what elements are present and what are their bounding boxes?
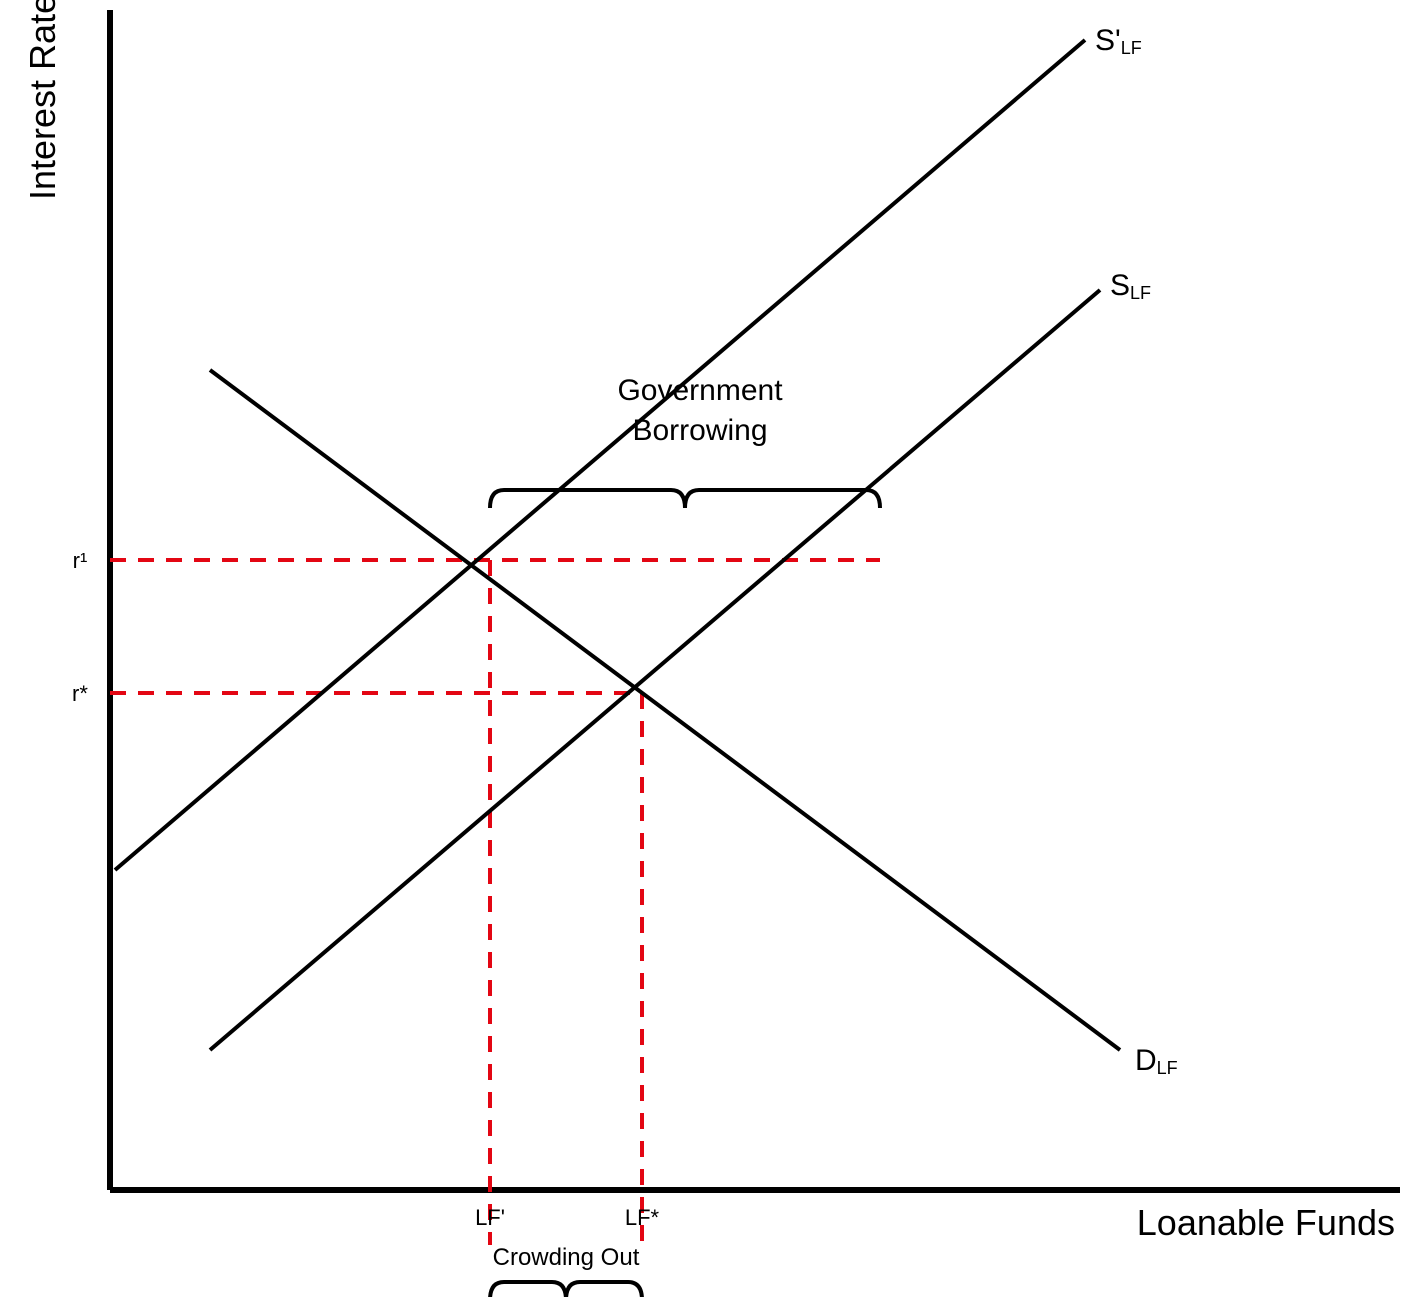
gov-borrowing-label-1: Government <box>617 374 783 407</box>
tick-r-one: r¹ <box>73 548 88 573</box>
supply-shifted-curve <box>115 40 1085 870</box>
x-axis-label: Loanable Funds <box>1137 1202 1395 1243</box>
crowding-out-brace <box>490 1282 642 1297</box>
supply-curve-label: SLF <box>1110 269 1151 303</box>
tick-lf-star: LF* <box>625 1205 660 1230</box>
supply-shifted-curve-label: S'LF <box>1095 24 1142 58</box>
crowding-out-label: Crowding Out <box>493 1244 640 1271</box>
demand-curve-label: DLF <box>1135 1044 1178 1078</box>
tick-r-star: r* <box>72 681 88 706</box>
demand-curve <box>210 370 1120 1050</box>
gov-borrowing-label-2: Borrowing <box>632 414 767 447</box>
tick-lf-prime: LF' <box>475 1205 505 1230</box>
y-axis-label: Interest Rate <box>22 0 63 200</box>
